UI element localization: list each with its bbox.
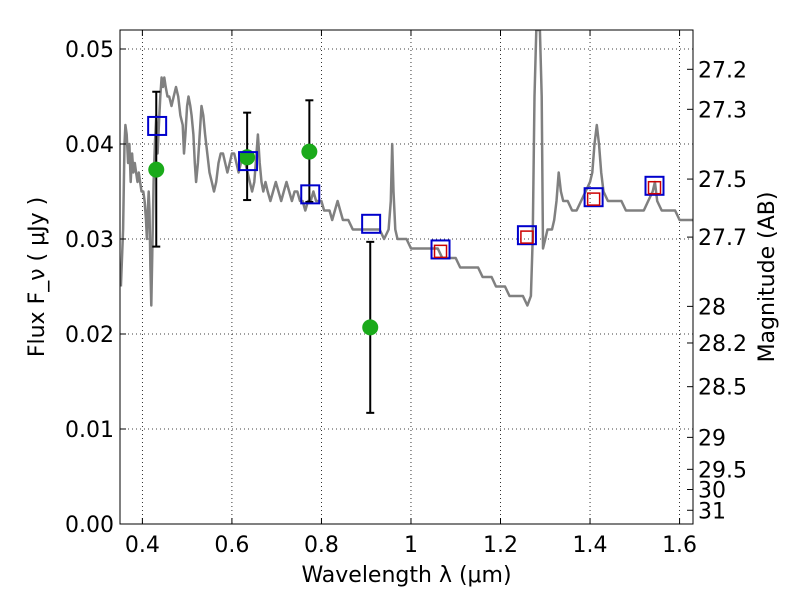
mag-tick-label: 30 xyxy=(698,479,726,504)
mag-tick-label: 29 xyxy=(698,426,726,451)
model-flux-square xyxy=(300,184,321,205)
model-flux-square xyxy=(238,151,259,172)
spectrum-line xyxy=(120,30,693,307)
data-points-layer xyxy=(147,115,665,336)
y-tick-label: 0.00 xyxy=(65,513,114,538)
mag-tick-label: 31 xyxy=(698,499,726,524)
mag-tick-label: 28.5 xyxy=(698,376,747,401)
spectrum-curve-layer xyxy=(120,30,693,307)
x-tick-label: 1.2 xyxy=(483,533,518,558)
model-ir-square xyxy=(520,230,534,244)
x-tick-label: 1.6 xyxy=(662,533,697,558)
model-ir-square xyxy=(647,180,662,195)
y-axis-label: Flux F_ν ( μJy ) xyxy=(25,197,50,357)
y-tick-label: 0.01 xyxy=(65,418,114,443)
model-flux-square xyxy=(583,187,604,208)
x-tick-label: 1 xyxy=(404,533,418,558)
model-ir-square xyxy=(433,244,448,259)
axis-ticks: 0.4 0.6 0.8 1 1.2 1.4 1.6 0.00 0.01 0.02 0.03 0.04 0… xyxy=(65,30,747,558)
x-tick-label: 0.6 xyxy=(214,533,249,558)
observed-flux-point xyxy=(239,149,256,166)
grid-lines xyxy=(120,30,693,525)
mag-tick-label: 27.2 xyxy=(698,58,747,83)
mag-tick-label: 27.3 xyxy=(698,98,747,123)
y-tick-label: 0.04 xyxy=(65,133,114,158)
observed-flux-point xyxy=(301,143,318,160)
observed-flux-point xyxy=(148,161,165,178)
observed-flux-point xyxy=(362,319,379,336)
x-tick-label: 0.4 xyxy=(125,533,160,558)
model-flux-square xyxy=(147,115,168,136)
x-tick-label: 1.4 xyxy=(573,533,608,558)
x-axis-label: Wavelength λ (μm) xyxy=(301,563,511,588)
model-flux-square xyxy=(516,225,537,246)
model-flux-square xyxy=(644,175,665,196)
y-tick-label: 0.03 xyxy=(65,228,114,253)
model-flux-square xyxy=(430,239,451,260)
right-axis-label: Magnitude (AB) xyxy=(755,192,780,363)
model-flux-square xyxy=(361,213,382,234)
mag-tick-label: 27.7 xyxy=(698,226,747,251)
mag-tick-label: 27.5 xyxy=(698,168,747,193)
model-ir-square xyxy=(586,192,601,206)
mag-tick-label: 28.2 xyxy=(698,332,747,357)
mag-tick-label: 28 xyxy=(698,295,726,320)
x-tick-label: 0.8 xyxy=(304,533,339,558)
mag-tick-label: 29.5 xyxy=(698,458,747,483)
y-tick-label: 0.02 xyxy=(65,323,114,348)
plot-frame xyxy=(119,29,694,525)
y-tick-label: 0.05 xyxy=(65,38,114,63)
